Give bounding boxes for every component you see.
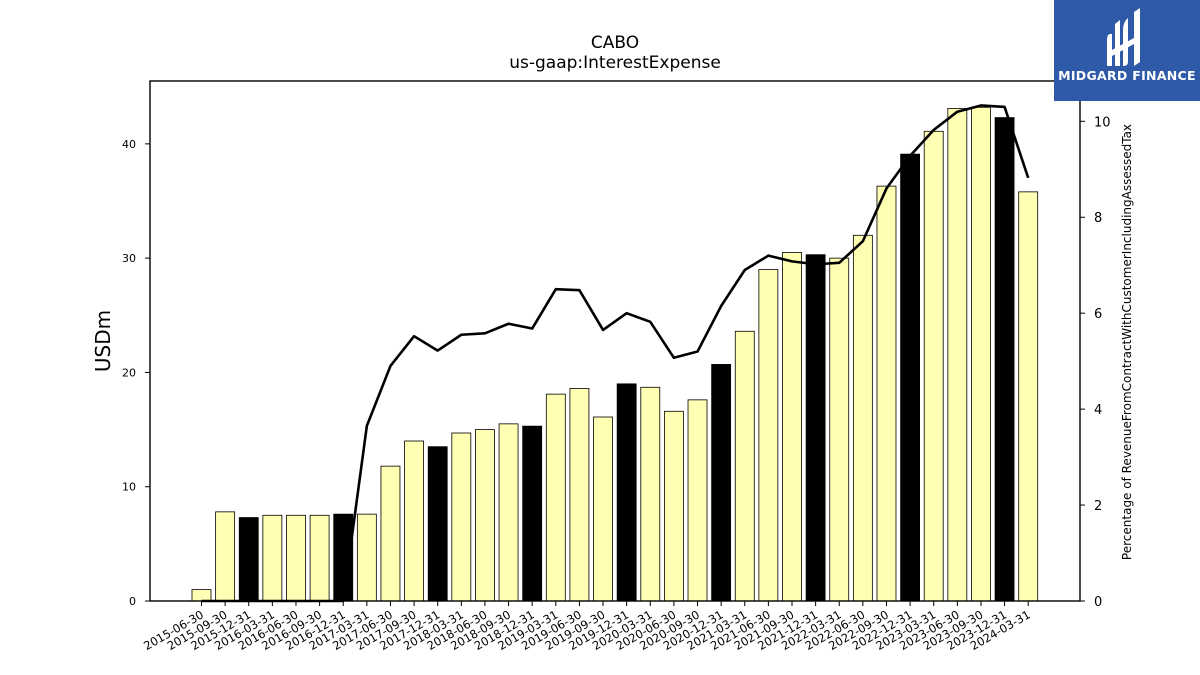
bar-2015-06-30 (191, 589, 212, 602)
bar-2019-06-30 (569, 388, 590, 602)
bar-2018-03-31 (451, 432, 472, 602)
logo-text: MIDGARD FINANCE (1058, 68, 1196, 83)
bar-2020-03-31 (640, 386, 661, 602)
y-right-tick-label-4: 4 (1094, 403, 1102, 418)
bar-2020-12-31 (711, 364, 732, 602)
bar-2016-06-30 (286, 514, 306, 602)
y-right-tick-label-10: 10 (1094, 115, 1111, 130)
bar-2015-12-31 (238, 517, 259, 602)
bar-2019-12-31 (616, 383, 637, 602)
bar-2023-09-30 (971, 106, 991, 602)
chart-subtitle: us-gaap:InterestExpense (509, 53, 721, 73)
bar-2019-03-31 (545, 393, 566, 602)
bar-2019-09-30 (593, 416, 613, 602)
y-tick-label-30: 30 (122, 252, 136, 265)
bar-2020-06-30 (664, 410, 684, 602)
bar-2023-06-30 (947, 108, 968, 602)
bar-2022-06-30 (852, 234, 873, 602)
bar-2018-06-30 (475, 429, 495, 602)
bar-2018-09-30 (498, 423, 519, 602)
y-axis-label: USDm (91, 310, 115, 372)
bar-2018-12-31 (522, 425, 543, 602)
midgard-finance-logo: MIDGARD FINANCE (1054, 0, 1200, 101)
bar-2023-12-31 (994, 117, 1015, 602)
bar-2020-09-30 (687, 399, 708, 602)
y-tick-label-10: 10 (122, 481, 136, 494)
bar-2017-03-31 (356, 513, 377, 602)
bar-2017-09-30 (404, 440, 424, 602)
bar-2022-03-31 (829, 257, 850, 602)
bar-2016-09-30 (309, 514, 330, 602)
bar-2021-09-30 (782, 252, 802, 602)
y-tick-label-20: 20 (122, 366, 136, 379)
y-axis-label-right: Percentage of RevenueFromContractWithCus… (1120, 124, 1134, 560)
bar-2017-06-30 (380, 465, 401, 602)
y-tick-label-0: 0 (129, 595, 136, 608)
bar-2016-03-31 (262, 514, 283, 602)
bar-2021-03-31 (734, 330, 755, 602)
bar-2021-12-31 (805, 254, 826, 602)
y-right-tick-label-2: 2 (1094, 499, 1102, 514)
bar-2022-12-31 (900, 153, 920, 602)
y-right-tick-label-0: 0 (1094, 595, 1102, 610)
y-right-tick-label-8: 8 (1094, 211, 1102, 226)
chart-title: CABO (590, 33, 640, 53)
bar-2023-03-31 (923, 130, 944, 602)
midgard-logo-icon (1107, 8, 1140, 66)
y-right-tick-label-6: 6 (1094, 307, 1102, 322)
bar-2017-12-31 (427, 446, 448, 602)
y-tick-label-40: 40 (122, 138, 136, 151)
bar-2015-09-30 (215, 511, 236, 602)
plot-frame (149, 80, 1081, 602)
bar-2021-06-30 (758, 269, 779, 602)
bar-2022-09-30 (876, 185, 897, 602)
bar-2024-03-31 (1018, 191, 1039, 602)
